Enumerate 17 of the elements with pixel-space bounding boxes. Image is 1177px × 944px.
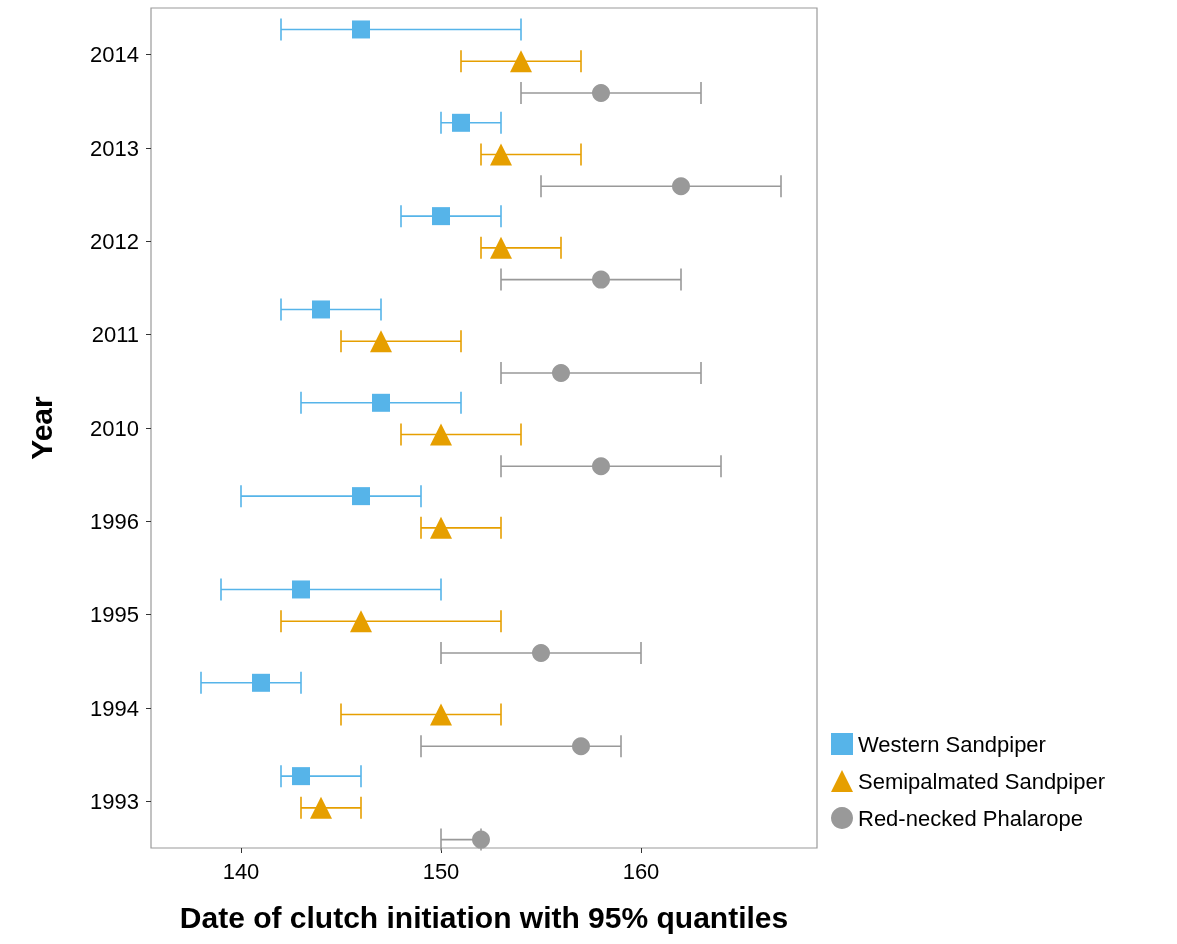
- legend-label: Red-necked Phalarope: [858, 805, 1084, 831]
- x-axis-title: Date of clutch initiation with 95% quantiles: [179, 900, 789, 934]
- x-tick-label: 140: [222, 858, 260, 884]
- y-tick-label: 1996: [90, 508, 139, 534]
- y-tick-label: 1994: [90, 695, 139, 721]
- y-tick-label: 2011: [91, 322, 139, 348]
- y-tick-label: 2010: [90, 415, 139, 441]
- y-tick-label: 1995: [90, 602, 139, 628]
- y-tick-label: 2013: [90, 135, 139, 161]
- x-tick-label: 160: [622, 858, 660, 884]
- y-axis-title: Year: [24, 395, 58, 460]
- y-tick-label: 2014: [90, 42, 139, 68]
- y-tick-label: 1993: [90, 788, 139, 814]
- legend-label: Western Sandpiper: [858, 731, 1046, 757]
- y-tick-label: 2012: [90, 228, 139, 254]
- legend-label: Semipalmated Sandpiper: [858, 768, 1106, 794]
- x-tick-label: 150: [422, 858, 460, 884]
